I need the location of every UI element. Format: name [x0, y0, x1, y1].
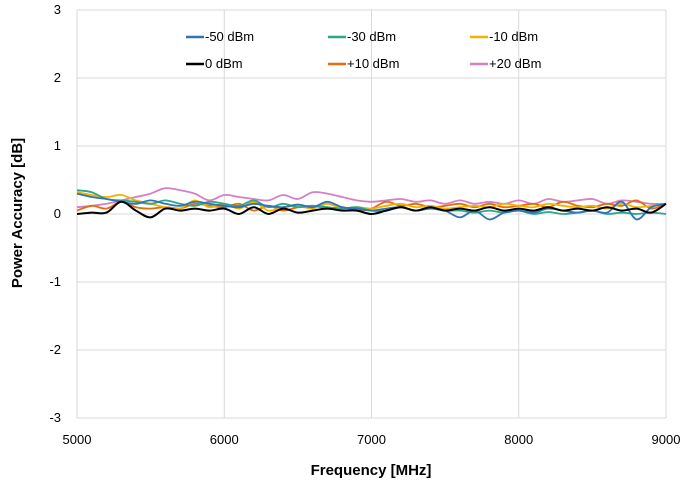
y-tick-label: -1: [49, 274, 61, 289]
series-line-0: [76, 192, 667, 221]
legend-label-5: +20 dBm: [489, 56, 541, 71]
series-line-3: [76, 200, 667, 219]
legend-label-3: 0 dBm: [205, 56, 243, 71]
series-line-2: [76, 191, 667, 212]
legend: -50 dBm -30 dBm -10 dBm 0 dBm +10 dBm +20 dBm: [186, 29, 541, 71]
y-tick-label: -3: [49, 410, 61, 425]
y-tick-label: -2: [49, 342, 61, 357]
legend-label-4: +10 dBm: [347, 56, 399, 71]
x-axis-title: Frequency [MHz]: [311, 462, 432, 479]
legend-label-1: -30 dBm: [347, 29, 396, 44]
y-tick-label: 0: [54, 206, 61, 221]
x-tick-label: 6000: [210, 432, 239, 447]
x-tick-label: 5000: [63, 432, 92, 447]
legend-label-0: -50 dBm: [205, 29, 254, 44]
grid: [76, 9, 667, 419]
x-tick-label: 9000: [652, 432, 681, 447]
y-axis-title: Power Accuracy [dB]: [9, 138, 26, 288]
y-tick-label: 3: [54, 2, 61, 17]
y-tick-label: 1: [54, 138, 61, 153]
x-tick-label: 8000: [504, 432, 533, 447]
y-tick-label: 2: [54, 70, 61, 85]
legend-label-2: -10 dBm: [489, 29, 538, 44]
series-lines: [76, 187, 667, 221]
x-tick-label: 7000: [357, 432, 386, 447]
